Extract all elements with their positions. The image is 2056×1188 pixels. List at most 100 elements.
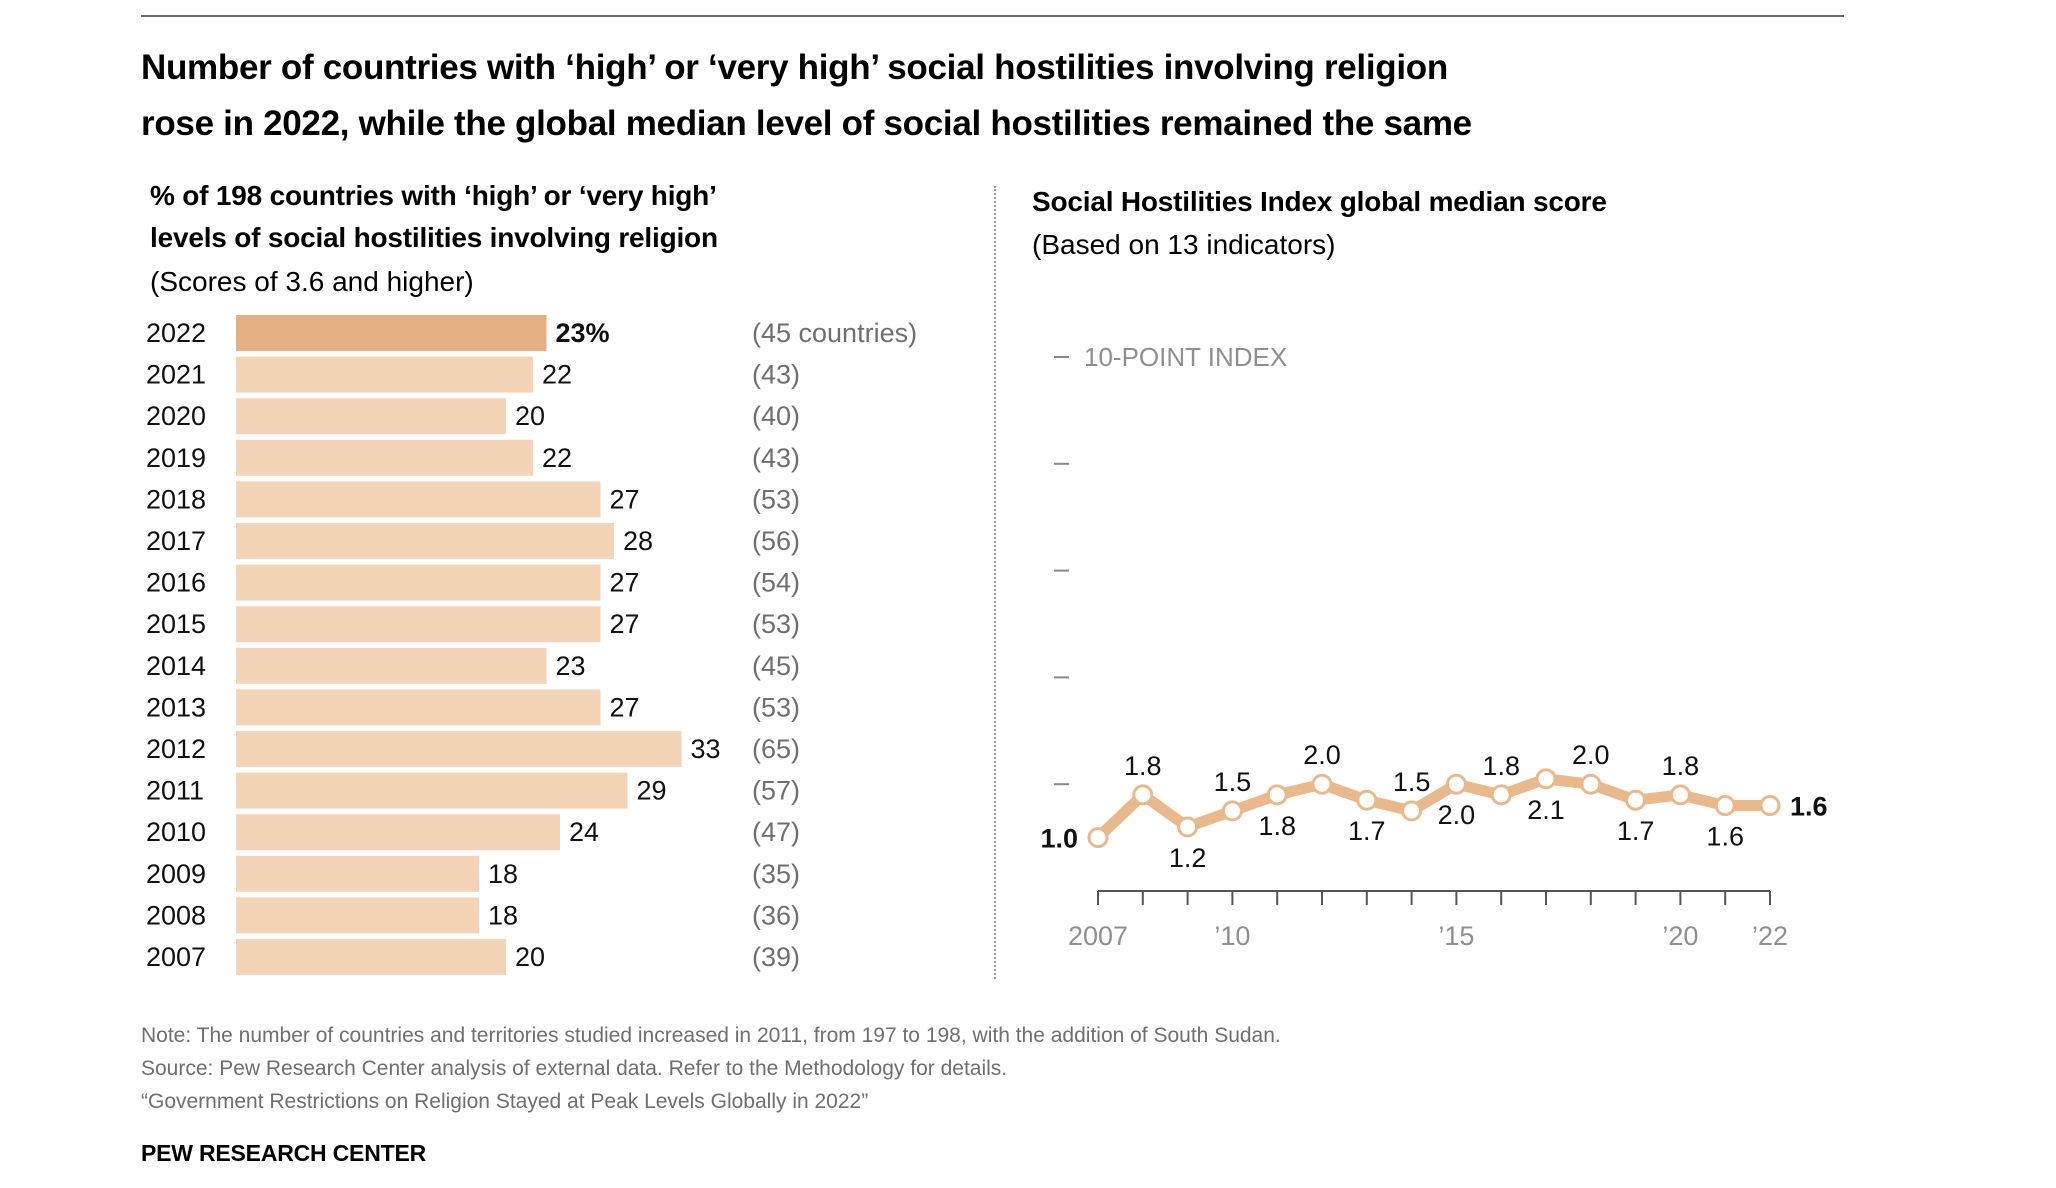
data-point-2016 (1490, 784, 1512, 806)
bar-2015 (236, 606, 601, 643)
bar-year-label: 2021 (146, 360, 206, 390)
bar-count-label: (36) (752, 900, 800, 930)
bar-year-label: 2016 (146, 568, 206, 598)
bar-year-label: 2013 (146, 692, 206, 722)
bar-count-label: (53) (752, 692, 800, 722)
data-point-2022 (1759, 795, 1781, 817)
bar-2011 (236, 772, 628, 809)
bar-value-label: 27 (610, 692, 640, 722)
bar-year-label: 2018 (146, 484, 206, 514)
data-label-2011: 1.8 (1258, 811, 1296, 841)
bar-value-label: 18 (488, 859, 518, 889)
bar-count-label: (53) (752, 609, 800, 639)
bar-chart-title-line2: levels of social hostilities involving r… (150, 222, 718, 253)
bar-year-label: 2015 (146, 609, 206, 639)
bar-2019 (236, 439, 533, 476)
bar-value-label: 27 (610, 568, 640, 598)
x-tick-label: ’15 (1438, 921, 1474, 951)
bar-2012 (236, 731, 682, 767)
bar-2022 (236, 315, 547, 351)
data-label-2018: 2.0 (1572, 740, 1610, 770)
x-tick-label: ’10 (1214, 921, 1250, 951)
data-label-2015: 2.0 (1438, 800, 1476, 830)
data-point-2010 (1221, 800, 1243, 822)
data-point-2017 (1535, 768, 1557, 790)
bar-count-label: (65) (752, 734, 800, 764)
bar-count-label: (57) (752, 776, 800, 806)
bar-count-label: (53) (752, 484, 800, 514)
bar-count-label: (54) (752, 568, 800, 598)
bar-value-label: 22 (542, 443, 572, 473)
bar-2020 (236, 398, 506, 435)
bar-2014 (236, 647, 547, 684)
bar-count-label: (43) (752, 443, 800, 473)
data-point-2013 (1356, 789, 1378, 811)
line-chart-subtitle: (Based on 13 indicators) (1032, 229, 1336, 260)
bar-2008 (236, 897, 479, 934)
data-point-2021 (1714, 795, 1736, 817)
bar-year-label: 2019 (146, 443, 206, 473)
bar-count-label: (35) (752, 859, 800, 889)
bar-2007 (236, 939, 506, 975)
x-tick-label: ’20 (1662, 921, 1698, 951)
bar-year-label: 2017 (146, 526, 206, 556)
bar-value-label: 29 (637, 776, 667, 806)
data-label-2021: 1.6 (1706, 822, 1744, 852)
bar-year-label: 2014 (146, 651, 206, 681)
data-point-2009 (1177, 816, 1199, 838)
series-line (1094, 773, 1770, 842)
data-point-2012 (1311, 773, 1333, 795)
data-point-2008 (1132, 784, 1154, 806)
bar-count-label: (45 countries) (752, 318, 917, 348)
bar-chart-title-line1: % of 198 countries with ‘high’ or ‘very … (150, 180, 717, 211)
x-tick-label: 2007 (1068, 921, 1128, 951)
bar-value-label: 27 (610, 484, 640, 514)
bar-value-label: 18 (488, 900, 518, 930)
bar-year-label: 2010 (146, 817, 206, 847)
data-point-2018 (1580, 773, 1602, 795)
bar-2010 (236, 814, 560, 851)
bar-year-label: 2009 (146, 859, 206, 889)
bar-value-label: 23 (556, 651, 586, 681)
bar-year-label: 2011 (146, 776, 204, 806)
bar-count-label: (45) (752, 651, 800, 681)
bar-year-label: 2022 (146, 318, 206, 348)
bar-2013 (236, 689, 601, 726)
bar-value-label: 22 (542, 360, 572, 390)
data-label-2014: 1.5 (1393, 767, 1431, 797)
data-label-2019: 1.7 (1617, 816, 1655, 846)
bar-value-label: 20 (515, 942, 545, 972)
data-label-2020: 1.8 (1662, 751, 1700, 781)
data-label-2022: 1.6 (1790, 792, 1828, 822)
bar-2009 (236, 855, 479, 892)
pew-research-center-logo: PEW RESEARCH CENTER (141, 1140, 427, 1166)
data-label-2016: 1.8 (1482, 751, 1520, 781)
data-point-2015 (1445, 773, 1467, 795)
bar-value-label: 23% (556, 318, 610, 348)
panel-divider (994, 186, 996, 979)
report-title-text: “Government Restrictions on Religion Sta… (141, 1090, 869, 1113)
bar-value-label: 24 (569, 817, 599, 847)
x-tick-label: ’22 (1752, 921, 1788, 951)
bar-year-label: 2012 (146, 734, 206, 764)
bar-2021 (236, 356, 533, 393)
top-rule (141, 15, 1844, 17)
bar-value-label: 27 (610, 609, 640, 639)
data-point-2019 (1625, 789, 1647, 811)
y-axis-label: 10-POINT INDEX (1084, 342, 1287, 372)
bar-year-label: 2020 (146, 401, 206, 431)
data-label-2012: 2.0 (1303, 740, 1341, 770)
note-text: Note: The number of countries and territ… (141, 1024, 1281, 1047)
source-text: Source: Pew Research Center analysis of … (141, 1057, 1008, 1080)
bar-value-label: 33 (691, 734, 721, 764)
data-label-2010: 1.5 (1214, 767, 1252, 797)
bar-year-label: 2007 (146, 942, 206, 972)
bar-2018 (236, 481, 601, 518)
bar-chart-subtitle: (Scores of 3.6 and higher) (150, 266, 474, 297)
bar-count-label: (56) (752, 526, 800, 556)
bar-count-label: (43) (752, 360, 800, 390)
bar-count-label: (40) (752, 401, 800, 431)
data-label-2007: 1.0 (1040, 824, 1078, 854)
data-label-2009: 1.2 (1169, 843, 1207, 873)
bar-value-label: 28 (623, 526, 653, 556)
